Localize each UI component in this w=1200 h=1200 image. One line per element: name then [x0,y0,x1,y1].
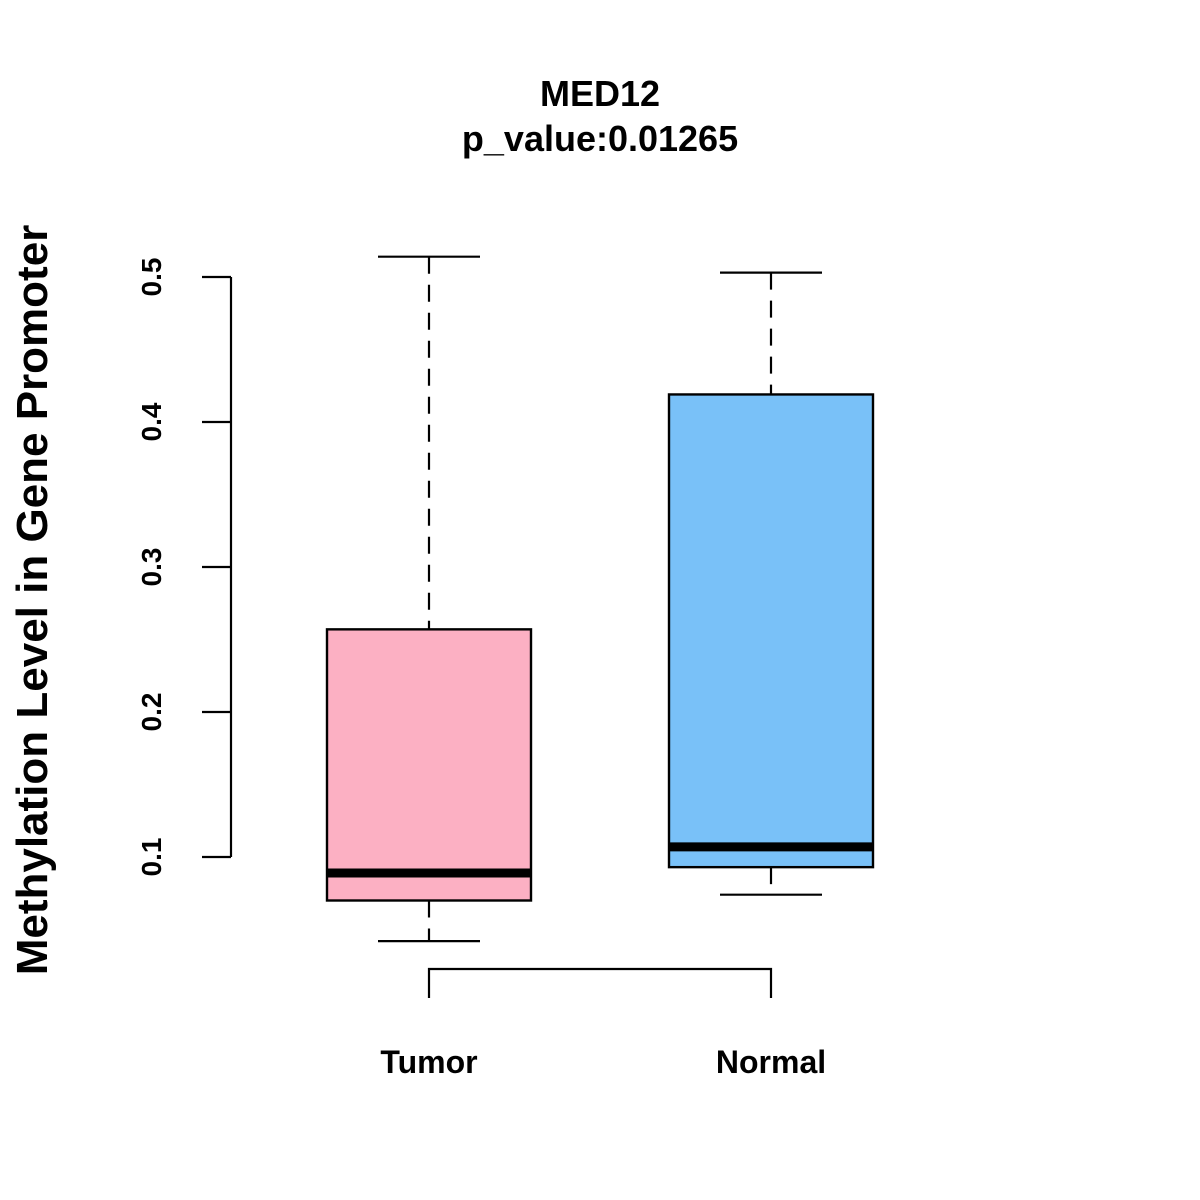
y-tick-label: 0.5 [136,258,167,297]
bracket-line [427,967,773,998]
box-tumor: Tumor [325,255,533,1080]
y-tick-label: 0.1 [136,838,167,877]
x-category-label: Normal [716,1044,826,1080]
box-normal: Normal [667,271,875,1080]
box-body [325,628,533,902]
x-category-label: Tumor [380,1044,477,1080]
y-axis-label: Methylation Level in Gene Promoter [8,225,57,976]
y-tick-label: 0.4 [136,402,167,441]
y-tick-label: 0.3 [136,548,167,587]
y-axis: 0.1 0.2 0.3 0.4 0.5 [136,258,233,877]
comparison-bracket [427,967,773,998]
chart-subtitle: p_value:0.01265 [462,118,738,159]
boxes: Tumor Normal [325,255,875,1080]
box-body [667,393,875,869]
chart-title: MED12 [540,73,660,114]
y-tick-label: 0.2 [136,693,167,732]
